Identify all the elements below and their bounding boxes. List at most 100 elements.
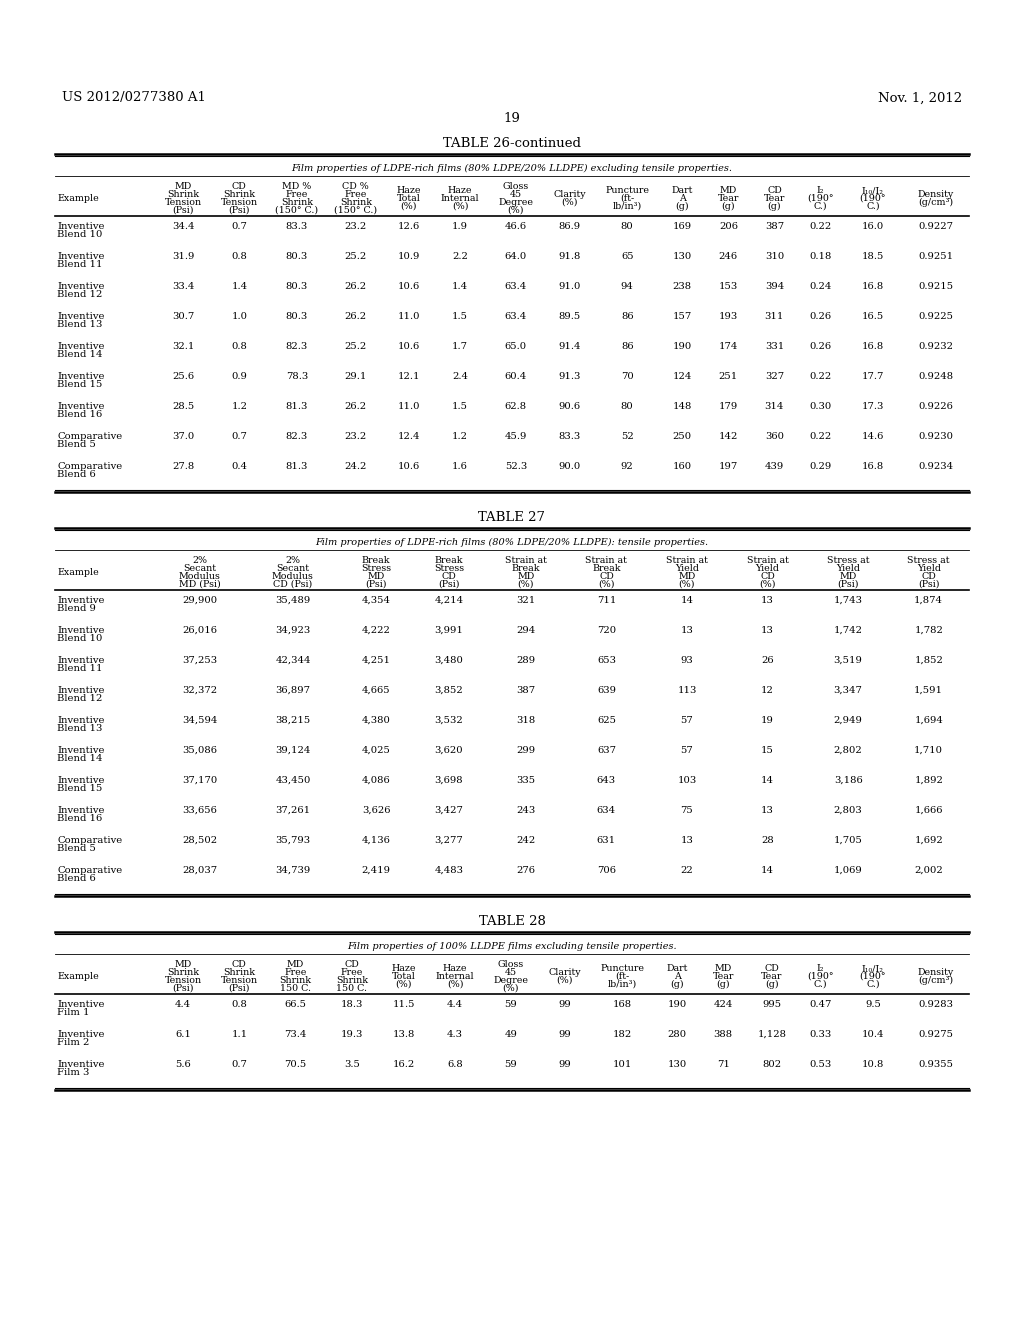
Text: 3,347: 3,347 [834,686,862,696]
Text: Free: Free [345,190,367,199]
Text: 23.2: 23.2 [345,432,367,441]
Text: (Psi): (Psi) [172,983,194,993]
Text: Shrink: Shrink [167,968,199,977]
Text: (g/cm³): (g/cm³) [919,198,953,207]
Text: Shrink: Shrink [281,198,313,207]
Text: 89.5: 89.5 [558,312,581,321]
Text: Dart: Dart [672,186,693,195]
Text: 0.29: 0.29 [809,462,831,471]
Text: Secant: Secant [183,564,216,573]
Text: Blend 5: Blend 5 [57,440,96,449]
Text: 160: 160 [673,462,692,471]
Text: 10.8: 10.8 [862,1060,884,1069]
Text: (150° C.): (150° C.) [275,206,318,215]
Text: C.): C.) [814,979,827,989]
Text: 32.1: 32.1 [172,342,195,351]
Text: 0.8: 0.8 [231,1001,247,1008]
Text: 64.0: 64.0 [505,252,527,261]
Text: 0.9226: 0.9226 [919,403,953,411]
Text: 1,692: 1,692 [914,836,943,845]
Text: 45: 45 [510,190,522,199]
Text: Stress: Stress [434,564,464,573]
Text: MD: MD [517,572,535,581]
Text: (%): (%) [598,579,614,589]
Text: 81.3: 81.3 [286,462,308,471]
Text: 80.3: 80.3 [286,312,308,321]
Text: 90.0: 90.0 [558,462,581,471]
Text: 57: 57 [681,715,693,725]
Text: (Psi): (Psi) [228,983,250,993]
Text: 34,594: 34,594 [182,715,217,725]
Text: (g): (g) [671,979,684,989]
Text: 0.26: 0.26 [809,342,831,351]
Text: 157: 157 [673,312,692,321]
Text: CD (Psi): CD (Psi) [273,579,312,589]
Text: 83.3: 83.3 [286,222,308,231]
Text: 387: 387 [516,686,536,696]
Text: 318: 318 [516,715,536,725]
Text: 4.3: 4.3 [447,1030,463,1039]
Text: 439: 439 [765,462,784,471]
Text: 2%: 2% [193,556,207,565]
Text: 86: 86 [621,312,634,321]
Text: MD (Psi): MD (Psi) [179,579,220,589]
Text: 1,591: 1,591 [914,686,943,696]
Text: 130: 130 [668,1060,687,1069]
Text: 28.5: 28.5 [172,403,195,411]
Text: MD: MD [840,572,857,581]
Text: 10.4: 10.4 [862,1030,885,1039]
Text: 1.7: 1.7 [453,342,468,351]
Text: (Psi): (Psi) [438,579,460,589]
Text: 19: 19 [504,111,520,124]
Text: TABLE 27: TABLE 27 [478,511,546,524]
Text: 1,874: 1,874 [914,597,943,605]
Text: Secant: Secant [276,564,309,573]
Text: 11.5: 11.5 [392,1001,415,1008]
Text: (g): (g) [765,979,778,989]
Text: 12.6: 12.6 [398,222,420,231]
Text: 634: 634 [597,807,616,814]
Text: 14: 14 [761,776,774,785]
Text: 3,698: 3,698 [435,776,464,785]
Text: 4,380: 4,380 [361,715,390,725]
Text: Blend 14: Blend 14 [57,754,102,763]
Text: 142: 142 [719,432,738,441]
Text: US 2012/0277380 A1: US 2012/0277380 A1 [62,91,206,104]
Text: 99: 99 [558,1060,570,1069]
Text: 10.6: 10.6 [398,342,420,351]
Text: Inventive: Inventive [57,342,104,351]
Text: 93: 93 [681,656,693,665]
Text: Tear: Tear [718,194,739,203]
Text: 2.2: 2.2 [453,252,468,261]
Text: (Psi): (Psi) [172,206,194,215]
Text: Blend 16: Blend 16 [57,814,102,822]
Text: Gloss: Gloss [503,182,529,191]
Text: Inventive: Inventive [57,597,104,605]
Text: 78.3: 78.3 [286,372,308,381]
Text: Inventive: Inventive [57,776,104,785]
Text: Film 3: Film 3 [57,1068,89,1077]
Text: 42,344: 42,344 [275,656,310,665]
Text: Blend 6: Blend 6 [57,470,96,479]
Text: 0.18: 0.18 [809,252,831,261]
Text: 0.9283: 0.9283 [919,1001,953,1008]
Text: 0.9227: 0.9227 [919,222,953,231]
Text: 653: 653 [597,656,615,665]
Text: Internal: Internal [441,194,479,203]
Text: 0.22: 0.22 [809,432,831,441]
Text: 11.0: 11.0 [397,312,420,321]
Text: 3.5: 3.5 [344,1060,359,1069]
Text: 150 C.: 150 C. [281,983,311,993]
Text: 0.22: 0.22 [809,222,831,231]
Text: Shrink: Shrink [223,968,255,977]
Text: 38,215: 38,215 [275,715,310,725]
Text: 294: 294 [516,626,536,635]
Text: 26: 26 [761,656,774,665]
Text: 63.4: 63.4 [505,282,527,290]
Text: Inventive: Inventive [57,252,104,261]
Text: Blend 11: Blend 11 [57,260,102,269]
Text: 0.4: 0.4 [231,462,248,471]
Text: 2.4: 2.4 [453,372,468,381]
Text: 18.3: 18.3 [341,1001,364,1008]
Text: 1.2: 1.2 [231,403,248,411]
